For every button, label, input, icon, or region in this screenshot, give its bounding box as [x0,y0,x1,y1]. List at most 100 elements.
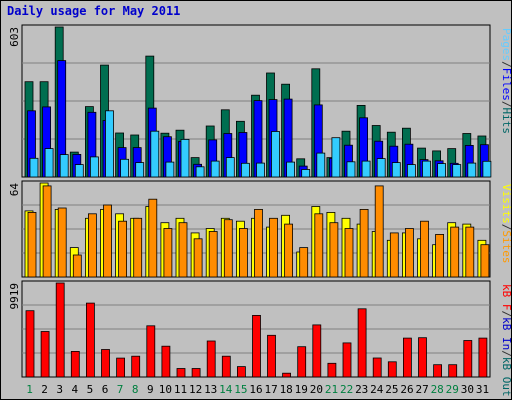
bar-pages-day-30 [467,162,477,178]
bar-pages-day-1 [29,157,39,178]
bar-sites-day-10 [163,228,173,278]
x-tick-label: 19 [295,383,308,396]
bar-sites-day-1 [27,211,37,278]
bar-kb-f-day-5 [86,302,95,378]
legend-item: Hits [500,108,512,135]
x-tick-label: 2 [41,383,48,396]
max-label-hits-files-pages: 603 [8,27,21,47]
bar-kb-f-day-9 [146,325,156,378]
bar-pages-day-2 [44,148,54,178]
legend-item: / [500,61,512,68]
bar-sites-day-2 [42,185,52,278]
bar-pages-day-5 [90,156,99,178]
x-tick-label: 6 [102,383,109,396]
bar-pages-day-17 [271,131,280,178]
bar-kb-f-day-8 [131,355,141,378]
x-tick-label: 24 [370,383,384,396]
legend-item: kB F [500,284,512,311]
bar-kb-f-day-28 [433,364,443,378]
bar-sites-day-18 [284,223,294,278]
bar-sites-day-3 [57,207,67,278]
bar-pages-day-28 [437,163,447,178]
bar-kb-f-day-14 [221,355,231,378]
legend-item: Pages [500,28,512,61]
legend-hits-files-pages: Pages/Files/Hits [500,28,512,134]
x-tick-label: 26 [400,383,413,396]
x-tick-label: 20 [310,383,323,396]
legend-item: kB In [500,317,512,350]
bar-sites-day-13 [208,231,218,278]
bar-pages-day-19 [301,169,311,178]
bar-pages-day-8 [135,162,145,178]
bar-kb-f-day-1 [25,310,35,378]
bar-pages-day-6 [105,110,114,178]
legend-item: Visits [500,184,512,224]
x-tick-label: 18 [280,383,293,396]
bar-pages-day-24 [376,158,386,178]
x-tick-label: 17 [264,383,277,396]
chart-title: Daily usage for May 2011 [7,4,181,18]
x-tick-label: 7 [117,383,124,396]
bar-kb-f-day-12 [191,368,201,378]
bar-pages-day-27 [422,160,431,178]
x-tick-label: 29 [446,383,459,396]
bar-kb-f-day-22 [342,342,352,378]
x-tick-label: 31 [476,383,489,396]
max-label-kb-f-in-out: 9919 [8,283,21,310]
legend-item: / [500,224,512,231]
bar-kb-f-day-7 [116,357,125,378]
bar-kb-f-day-23 [357,308,367,378]
x-tick-label: 30 [461,383,474,396]
x-tick-label: 21 [325,383,338,396]
x-tick-label: 16 [249,383,262,396]
bar-sites-day-28 [435,233,445,278]
bar-sites-day-21 [329,222,339,278]
bar-pages-day-4 [74,164,84,178]
bar-kb-f-day-20 [312,324,322,378]
legend-item: / [500,311,512,318]
bar-pages-day-15 [240,162,250,178]
bar-sites-day-19 [299,247,309,278]
bar-kb-f-day-21 [327,362,337,378]
bar-sites-day-25 [389,232,399,278]
bar-sites-day-12 [193,238,203,278]
x-tick-label: 15 [234,383,247,396]
bar-pages-day-22 [346,161,356,178]
bar-kb-f-day-15 [236,366,246,378]
x-tick-label: 4 [71,383,78,396]
bar-kb-f-day-25 [387,361,397,378]
bar-sites-day-23 [359,208,369,278]
bar-sites-day-31 [480,244,490,278]
bar-kb-f-day-2 [40,331,50,378]
bar-pages-day-25 [391,162,401,178]
bar-kb-f-day-11 [176,368,186,378]
bar-sites-day-7 [118,220,127,278]
x-tick-label: 22 [340,383,353,396]
bar-pages-day-14 [225,157,235,178]
x-tick-label: 27 [415,383,428,396]
bar-kb-f-day-27 [418,337,427,378]
bar-sites-day-20 [314,213,324,278]
x-tick-label: 13 [204,383,217,396]
x-tick-label: 12 [189,383,202,396]
x-tick-label: 5 [87,383,94,396]
bar-pages-day-3 [59,154,69,178]
bar-kb-f-day-16 [252,314,261,378]
bar-sites-day-15 [238,228,248,278]
x-tick-label: 11 [174,383,187,396]
x-tick-label: 3 [56,383,63,396]
bar-sites-day-16 [254,208,263,278]
bar-sites-day-5 [88,213,97,278]
legend-item: / [500,350,512,357]
x-tick-label: 28 [431,383,444,396]
bar-sites-day-14 [223,219,233,278]
x-tick-label: 14 [219,383,233,396]
bar-kb-f-day-19 [297,346,307,378]
bar-kb-f-day-17 [267,334,276,378]
bar-kb-f-day-13 [206,340,216,378]
bar-kb-f-day-24 [372,357,382,378]
legend-item: kB Out [500,357,512,397]
legend-visits-sites: Visits/Sites [500,184,512,264]
bar-pages-day-9 [150,130,160,178]
